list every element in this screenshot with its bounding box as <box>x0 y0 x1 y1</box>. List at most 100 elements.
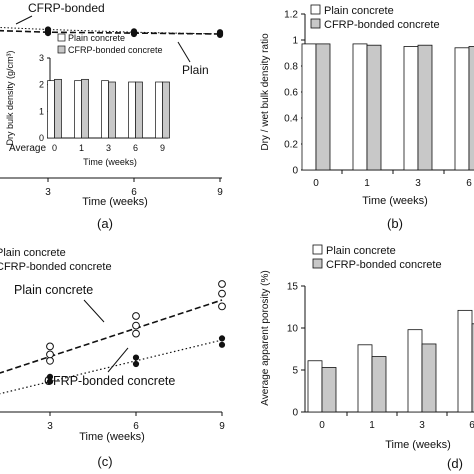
panel-d: 0 5 10 15 0 1 3 6 Average apparent porosity (%) T… <box>260 244 474 471</box>
y-tick-label: 1.2 <box>284 10 298 21</box>
inset-bar <box>81 78 89 139</box>
data-point <box>46 373 54 380</box>
data-point <box>46 350 54 359</box>
x-tick-label: 3 <box>47 421 53 432</box>
bar-plain-concrete <box>352 43 368 171</box>
legend-swatch <box>312 258 323 269</box>
inset-x-tick-label: 3 <box>106 143 111 153</box>
y-tick-label: 0.4 <box>284 114 298 125</box>
legend-swatch <box>310 18 321 29</box>
data-point <box>218 289 226 298</box>
x-tick-label: 6 <box>133 421 139 432</box>
data-point <box>132 360 140 368</box>
inset-bar <box>47 80 55 139</box>
trend-plain <box>0 29 221 35</box>
bar-plain-concrete <box>357 344 373 413</box>
legend-label: Plain concrete <box>326 245 396 257</box>
data-point <box>218 280 226 288</box>
data-point <box>218 335 226 342</box>
x-tick-label: 6 <box>469 420 474 431</box>
annotation-arrow <box>15 15 33 25</box>
y-tick-label: 1 <box>292 36 298 47</box>
x-tick-label: 6 <box>131 187 137 198</box>
data-point <box>218 341 226 348</box>
data-point <box>216 29 224 36</box>
inset-x-axis-label: Time (weeks) <box>83 157 137 167</box>
x-tick-label: 3 <box>45 187 51 198</box>
data-point <box>218 302 226 311</box>
x-axis-label: Time (weeks) <box>362 195 428 207</box>
y-axis-label: Dry / wet bulk density ratio <box>260 33 271 151</box>
y-tick-label: 0.8 <box>284 62 298 73</box>
legend-label: CFRP-bonded concrete <box>0 261 112 273</box>
trend-cfrp-bonded-concrete <box>0 339 223 395</box>
legend-label: Plain concrete <box>0 247 66 259</box>
annotation-cfrp-bonded-concrete: CFRP-bonded concrete <box>44 374 175 388</box>
inset-bar <box>101 80 109 139</box>
x-tick-label: 9 <box>219 421 225 432</box>
x-axis-label: Time (weeks) <box>82 196 148 208</box>
bar-plain-concrete <box>457 309 473 413</box>
inset-bar <box>128 81 136 139</box>
bar-plain-concrete <box>301 43 317 171</box>
inset-y-tick-label: 1 <box>39 106 44 116</box>
inset-x-tick-label: 6 <box>133 143 138 153</box>
trend-plain-concrete <box>0 299 223 374</box>
inset-bar <box>135 81 143 139</box>
data-point <box>46 356 54 365</box>
x-axis-label: Time (weeks) <box>79 431 145 443</box>
inset-bar <box>54 78 62 139</box>
panel-a: 3 6 9 Time (weeks) (a) CFRP-bonded Plain 0 1 2 3 Av… <box>0 1 223 231</box>
x-tick-label: 6 <box>466 178 472 189</box>
inset-x-tick-label: Average <box>9 143 47 154</box>
data-point <box>130 28 138 35</box>
annotation-cfrp-bonded: CFRP-bonded <box>28 1 105 15</box>
inset-legend-swatch <box>57 45 66 54</box>
x-tick-label: 1 <box>369 420 375 431</box>
inset-y-tick-label: 3 <box>39 53 44 63</box>
data-point <box>132 354 140 361</box>
legend-swatch <box>310 4 321 15</box>
legend-swatch <box>312 244 323 255</box>
bar-cfrp-bonded-concrete <box>417 44 433 171</box>
inset-bar <box>74 80 82 139</box>
x-axis-label: Time (weeks) <box>385 439 451 451</box>
bar-cfrp-bonded-concrete <box>421 343 437 413</box>
inset-y-tick-label: 2 <box>39 80 44 90</box>
legend-label: Plain concrete <box>324 5 394 17</box>
y-axis-label: Average apparent porosity (%) <box>260 270 271 405</box>
legend-label: CFRP-bonded concrete <box>324 19 440 31</box>
bar-cfrp-bonded-concrete <box>366 44 382 171</box>
legend-label: CFRP-bonded concrete <box>326 259 442 271</box>
y-tick-label: 0 <box>292 408 298 419</box>
y-tick-label: 0 <box>292 166 298 177</box>
panel-label: (a) <box>97 216 113 231</box>
x-tick-label: 1 <box>364 178 370 189</box>
x-tick-label: 0 <box>313 178 319 189</box>
inset-legend-swatch <box>57 33 66 42</box>
inset-x-tick-label: 1 <box>79 143 84 153</box>
inset-bar <box>155 81 163 139</box>
y-tick-label: 0.6 <box>284 88 298 99</box>
panel-label: (c) <box>97 454 112 469</box>
annotation-arrow <box>83 299 105 323</box>
bar-cfrp-bonded-concrete <box>471 323 474 413</box>
data-point <box>132 312 140 320</box>
y-tick-label: 10 <box>287 324 299 335</box>
x-tick-label: 0 <box>319 420 325 431</box>
y-tick-label: 15 <box>287 282 299 293</box>
panel-label: (d) <box>447 456 463 471</box>
inset-x-tick-label: 0 <box>52 143 57 153</box>
inset-y-tick-label: 0 <box>39 133 44 143</box>
panel-c: 3 6 9 Time (weeks) (c) Plain concrete CFRP-bon… <box>0 247 226 469</box>
data-point <box>132 321 140 330</box>
bar-plain-concrete <box>407 329 423 413</box>
data-point <box>132 329 140 338</box>
inset-legend-label: Plain concrete <box>68 33 125 43</box>
x-tick-label: 9 <box>217 187 223 198</box>
x-tick-label: 3 <box>419 420 425 431</box>
panel-label: (b) <box>387 216 403 231</box>
inset-bar <box>162 81 170 139</box>
